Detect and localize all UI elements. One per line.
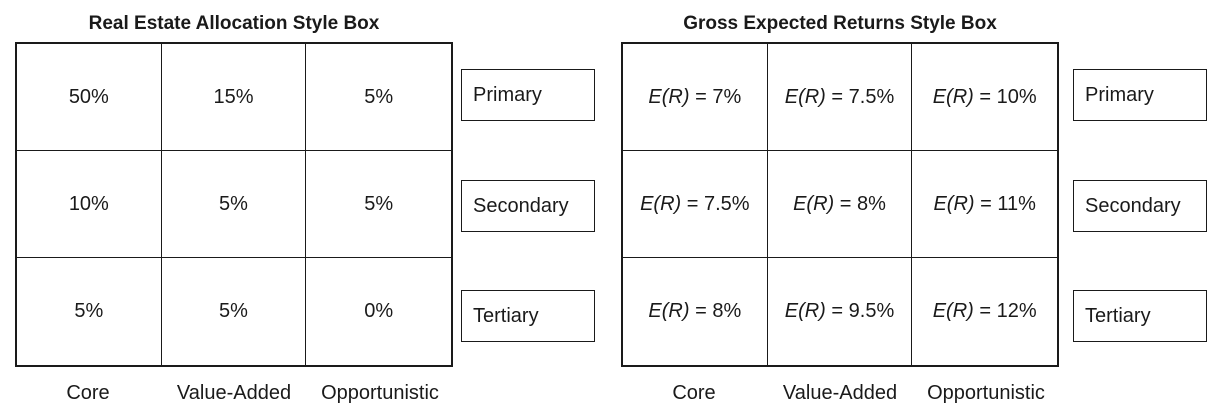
returns-cell: E(R) = 8% <box>767 151 913 258</box>
allocation-grid: 50% 15% 5% 10% 5% 5% 5% 5% 0% <box>15 42 453 367</box>
returns-cell: E(R) = 8% <box>623 258 768 365</box>
allocation-cell: 15% <box>161 44 307 151</box>
er-symbol: E(R) <box>784 300 826 322</box>
allocation-cell: 50% <box>17 44 162 151</box>
allocation-cell: 5% <box>306 44 451 151</box>
er-symbol: E(R) <box>648 85 690 108</box>
return-value: 7% <box>712 85 742 108</box>
allocation-cell: 5% <box>17 258 162 365</box>
allocation-box-title: Real Estate Allocation Style Box <box>88 13 380 34</box>
returns-grid: E(R) = 7% E(R) = 7.5% E(R) = 10% E(R) = … <box>621 42 1059 367</box>
return-value: 8% <box>856 192 886 215</box>
allocation-col-label-value-added: Value-Added <box>176 382 292 404</box>
returns-col-label-core: Core <box>672 382 716 404</box>
returns-cell: E(R) = 7.5% <box>623 151 768 258</box>
returns-row-label-tertiary: Tertiary <box>1073 290 1207 342</box>
allocation-cell: 5% <box>306 151 451 258</box>
return-value: 7.5% <box>703 192 750 215</box>
allocation-row-label-primary: Primary <box>461 69 595 121</box>
return-value: 9.5% <box>848 300 895 322</box>
allocation-cell: 0% <box>364 300 394 322</box>
allocation-cell: 10% <box>17 151 162 258</box>
er-symbol: E(R) <box>932 85 974 108</box>
return-value: 12% <box>996 300 1037 322</box>
er-symbol: E(R) <box>933 192 975 215</box>
allocation-row-label-secondary: Secondary <box>461 180 595 232</box>
allocation-cell: 5% <box>161 151 307 258</box>
returns-cell: E(R) = 12% <box>932 300 1037 322</box>
returns-cell: E(R) = 9.5% <box>768 258 913 365</box>
return-value: 11% <box>997 192 1036 215</box>
returns-row-label-secondary: Secondary <box>1073 180 1207 232</box>
return-value: 8% <box>712 300 742 322</box>
returns-row-label-primary: Primary <box>1073 69 1207 121</box>
returns-cell: E(R) = 7% <box>623 44 768 151</box>
er-symbol: E(R) <box>784 85 826 108</box>
allocation-col-label-opportunistic: Opportunistic <box>321 382 439 404</box>
allocation-cell: 5% <box>162 258 307 365</box>
return-value: 7.5% <box>848 85 895 108</box>
er-symbol: E(R) <box>640 192 682 215</box>
returns-col-label-value-added: Value-Added <box>782 382 898 404</box>
allocation-row-label-tertiary: Tertiary <box>461 290 595 342</box>
returns-cell: E(R) = 11% <box>912 151 1057 258</box>
er-symbol: E(R) <box>932 300 974 322</box>
returns-box-title: Gross Expected Returns Style Box <box>683 13 997 34</box>
er-symbol: E(R) <box>648 300 690 322</box>
returns-col-label-opportunistic: Opportunistic <box>927 382 1045 404</box>
returns-cell: E(R) = 7.5% <box>767 44 913 151</box>
return-value: 10% <box>996 85 1037 108</box>
returns-cell: E(R) = 10% <box>912 44 1057 151</box>
allocation-col-label-core: Core <box>66 382 110 404</box>
er-symbol: E(R) <box>793 192 835 215</box>
